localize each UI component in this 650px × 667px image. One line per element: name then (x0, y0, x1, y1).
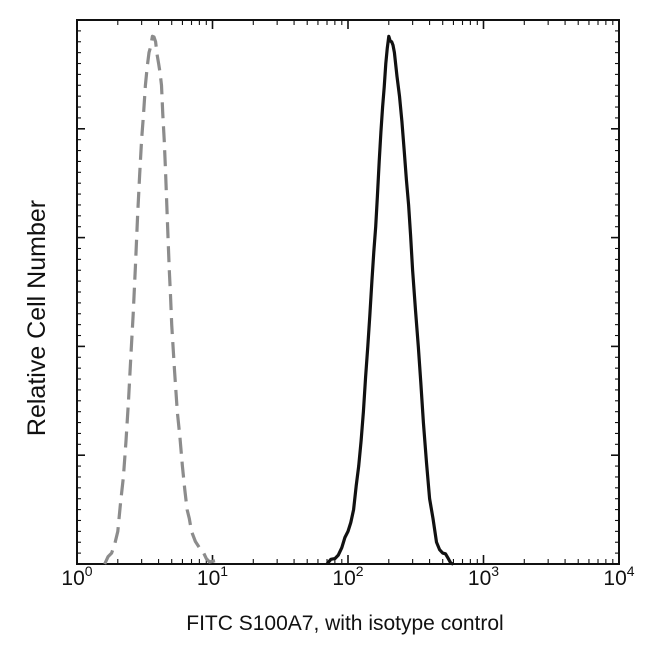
plot-frame (76, 19, 620, 565)
x-tick-label: 102 (332, 563, 363, 590)
y-axis-label: Relative Cell Number (23, 200, 51, 436)
x-tick-label: 101 (197, 563, 228, 590)
x-axis-label: FITC S100A7, with isotype control (186, 612, 503, 635)
x-tick-label: 100 (61, 563, 92, 590)
x-axis-ticks: 100 101 102 103 104 (61, 20, 635, 590)
x-tick-label: 104 (603, 563, 634, 590)
series-group (103, 34, 454, 566)
series-2-line (325, 34, 454, 566)
x-tick-label: 103 (468, 563, 499, 590)
y-axis-ticks (77, 19, 619, 565)
series-1-line (103, 34, 220, 566)
plot-border (76, 19, 620, 565)
